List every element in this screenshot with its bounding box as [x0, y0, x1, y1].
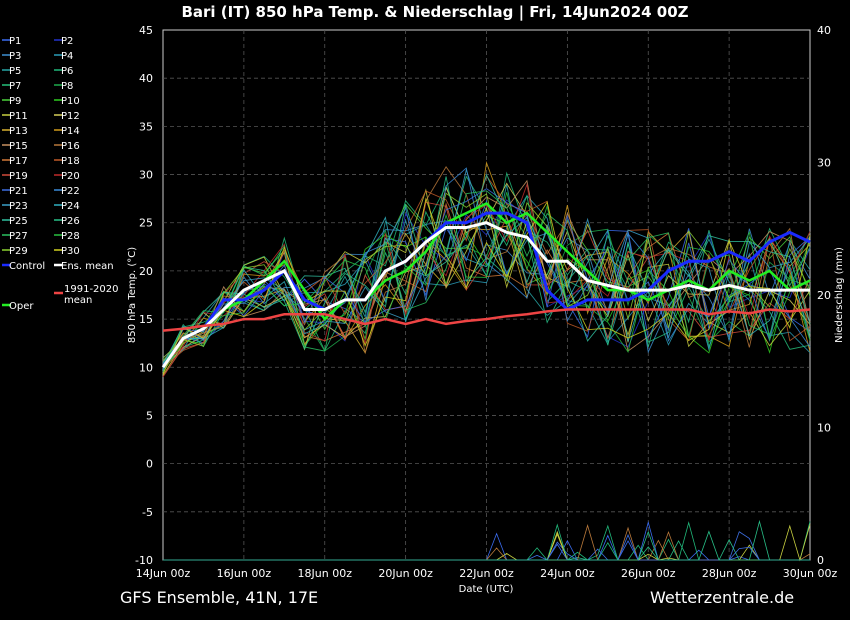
x-tick-label: 22Jun 00z [459, 567, 514, 580]
y-tick-label: -5 [142, 506, 153, 519]
legend-label: P5 [9, 66, 21, 77]
y-tick-label: 0 [146, 458, 153, 471]
precip-series [163, 519, 811, 562]
legend-label: mean [64, 295, 92, 306]
series-line-control [161, 211, 811, 369]
legend-label: P30 [61, 246, 80, 257]
y-tick-label: -10 [135, 554, 153, 567]
series-line-oper [161, 201, 811, 368]
y-axis-label: 850 hPa Temp. (°C) [127, 247, 138, 343]
y-tick-label: 25 [139, 217, 153, 230]
legend-label: P21 [9, 186, 28, 197]
y-tick-label: 10 [139, 361, 153, 374]
y2-axis-ticks: 40 30 20 10 0 [817, 24, 831, 567]
legend-label: P25 [9, 216, 28, 227]
main-series [161, 201, 811, 369]
legend-label: P20 [61, 171, 80, 182]
member-line [162, 173, 811, 364]
x-axis-label: Date (UTC) [459, 584, 514, 595]
legend-label: P29 [9, 246, 28, 257]
chart-title: Bari (IT) 850 hPa Temp. & Niederschlag |… [181, 3, 688, 22]
member-line [162, 188, 811, 376]
footer-site: Wetterzentrale.de [650, 588, 795, 607]
legend-label: P19 [9, 171, 28, 182]
legend-label: P3 [9, 51, 21, 62]
x-tick-label: 14Jun 00z [136, 567, 191, 580]
y-tick-label: 5 [146, 409, 153, 422]
legend-label: P27 [9, 231, 28, 242]
x-tick-label: 16Jun 00z [217, 567, 272, 580]
y-tick-label: 45 [139, 24, 153, 37]
legend-label: P18 [61, 156, 80, 167]
legend-label: P11 [9, 111, 28, 122]
x-tick-label: 26Jun 00z [621, 567, 676, 580]
legend-label: P16 [61, 141, 80, 152]
legend-label: P1 [9, 36, 21, 47]
member-line [162, 175, 811, 365]
x-tick-label: 28Jun 00z [702, 567, 757, 580]
legend-label: P2 [61, 36, 73, 47]
y2-tick-label: 20 [817, 289, 831, 302]
series-line-1991-2020-mean [162, 308, 811, 332]
series-line-ens-mean [161, 221, 810, 369]
x-tick-label: 20Jun 00z [378, 567, 433, 580]
legend-label: P8 [61, 81, 73, 92]
y2-axis-label: Niederschlag (mm) [834, 247, 845, 343]
legend-label: P28 [61, 231, 80, 242]
y2-tick-label: 10 [817, 422, 831, 435]
grid-lines [163, 30, 810, 560]
legend-label: 1991-2020 [64, 284, 119, 295]
member-line [162, 192, 811, 367]
x-axis-ticks: 14Jun 00z 16Jun 00z 18Jun 00z 20Jun 00z 22Ju… [136, 567, 838, 580]
footer-source: GFS Ensemble, 41N, 17E [120, 588, 319, 607]
legend-label: P26 [61, 216, 80, 227]
y-tick-label: 15 [139, 313, 153, 326]
legend-label: Oper [9, 301, 34, 312]
y-tick-label: 30 [139, 169, 153, 182]
legend-label: P24 [61, 201, 80, 212]
legend-label: P17 [9, 156, 28, 167]
legend-label: P6 [61, 66, 73, 77]
legend-label: P23 [9, 201, 28, 212]
legend-label: P22 [61, 186, 80, 197]
x-tick-label: 18Jun 00z [298, 567, 353, 580]
legend-label: P4 [61, 51, 73, 62]
legend-label: Ens. mean [61, 261, 114, 272]
legend: P1 P2 P3 P4 P5 P6 P7 P8 P9 P10 P11 P12 P13 P14 P15 P16 P… [2, 36, 119, 312]
legend-label: P15 [9, 141, 28, 152]
y-tick-label: 40 [139, 72, 153, 85]
y2-tick-label: 40 [817, 24, 831, 37]
legend-label: P7 [9, 81, 21, 92]
member-line [162, 179, 811, 377]
legend-label: Control [9, 261, 45, 272]
precip-line [163, 530, 810, 561]
y2-tick-label: 30 [817, 157, 831, 170]
legend-label: P13 [9, 126, 28, 137]
y-tick-label: 35 [139, 120, 153, 133]
y2-tick-label: 0 [817, 554, 824, 567]
member-line [162, 161, 811, 370]
legend-label: P12 [61, 111, 80, 122]
legend-label: P9 [9, 96, 21, 107]
legend-label: P14 [61, 126, 80, 137]
legend-label: P10 [61, 96, 80, 107]
y-tick-label: 20 [139, 265, 153, 278]
x-tick-label: 24Jun 00z [540, 567, 595, 580]
member-line [162, 190, 811, 373]
x-tick-label: 30Jun 00z [783, 567, 838, 580]
y-axis-ticks: 45 40 35 30 25 20 15 10 5 0 -5 -10 [135, 24, 153, 567]
